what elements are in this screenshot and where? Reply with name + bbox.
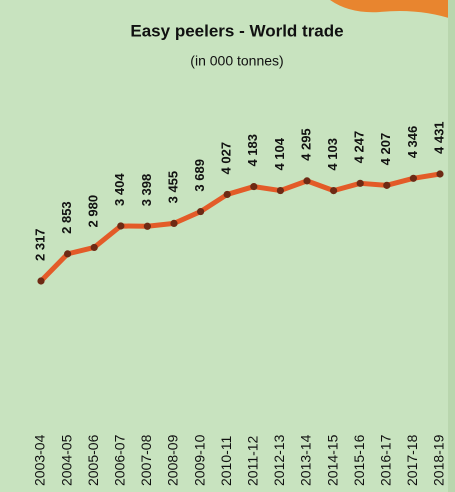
background [0, 0, 455, 492]
x-tick-label: 2018-19 [431, 434, 447, 486]
x-tick-label: 2007-08 [138, 434, 154, 486]
data-label: 3 404 [112, 173, 127, 206]
data-point [357, 180, 364, 187]
data-label: 2 853 [59, 201, 74, 234]
x-tick-label: 2017-18 [404, 434, 420, 486]
data-point [64, 250, 71, 257]
data-label: 2 317 [32, 228, 47, 261]
data-point [410, 175, 417, 182]
data-point [303, 177, 310, 184]
data-point [277, 187, 284, 194]
data-label: 4 027 [219, 142, 234, 175]
data-label: 4 431 [431, 121, 446, 154]
data-point [250, 183, 257, 190]
data-point [436, 170, 443, 177]
chart: Easy peelers - World trade (in 000 tonne… [0, 0, 455, 492]
data-point [330, 187, 337, 194]
data-point [170, 220, 177, 227]
data-label: 4 183 [245, 134, 260, 167]
x-tick-label: 2003-04 [32, 434, 48, 486]
x-tick-label: 2008-09 [165, 434, 181, 486]
data-label: 4 295 [298, 128, 313, 161]
x-tick-label: 2014-15 [324, 434, 340, 486]
x-tick-label: 2006-07 [112, 434, 128, 486]
x-tick-label: 2015-16 [351, 434, 367, 486]
decor-edge [448, 0, 455, 492]
data-label: 4 103 [325, 138, 340, 171]
data-point [37, 277, 44, 284]
data-point [117, 222, 124, 229]
data-point [144, 223, 151, 230]
data-point [224, 191, 231, 198]
x-tick-label: 2005-06 [85, 434, 101, 486]
data-label: 2 980 [86, 195, 101, 228]
data-label: 3 689 [192, 159, 207, 192]
chart-title: Easy peelers - World trade [130, 21, 343, 40]
x-tick-label: 2011-12 [245, 435, 261, 486]
x-tick-label: 2009-10 [191, 434, 207, 486]
x-tick-label: 2013-14 [298, 434, 314, 486]
x-tick-label: 2016-17 [378, 434, 394, 486]
data-label: 4 346 [405, 126, 420, 159]
data-point [91, 244, 98, 251]
chart-subtitle: (in 000 tonnes) [190, 53, 283, 69]
data-label: 3 455 [165, 171, 180, 204]
data-label: 4 207 [378, 133, 393, 166]
data-label: 4 247 [352, 131, 367, 164]
data-point [197, 208, 204, 215]
x-tick-label: 2012-13 [271, 434, 287, 486]
data-label: 3 398 [139, 174, 154, 207]
data-point [383, 182, 390, 189]
x-tick-label: 2010-11 [218, 435, 234, 486]
data-label: 4 104 [272, 137, 287, 170]
x-tick-label: 2004-05 [58, 434, 74, 486]
